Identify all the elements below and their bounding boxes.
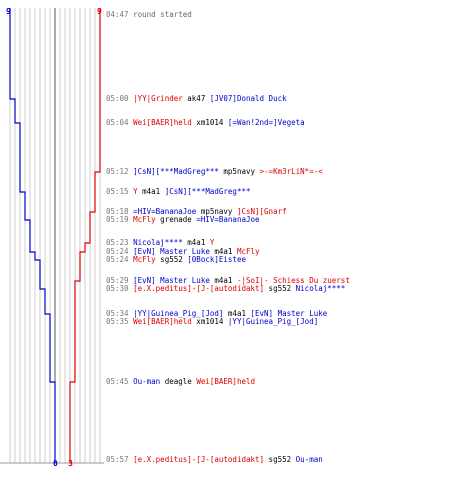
event-weapon: xm1014 — [191, 317, 228, 326]
player-name: -|SoI|- Schiess Du zuerst — [236, 276, 350, 285]
player-name: round started — [133, 10, 192, 19]
event-weapon: sg552 — [264, 455, 296, 464]
event-row: 05:18 =HIV=BananaJoe mp5navy ]CsN][Gnarf — [106, 207, 287, 216]
player-name: [e.X.peditus]-[J-[autodidakt] — [133, 284, 265, 293]
player-name: =HIV=BananaJoe — [196, 215, 260, 224]
event-row: 05:12 ]CsN][***MadGreg*** mp5navy >-=Km3… — [106, 167, 323, 176]
event-weapon: m4a1 — [137, 187, 165, 196]
red-team-alive-line — [69, 8, 101, 463]
event-weapon: mp5navy — [196, 207, 237, 216]
player-name: [EvN] Master Luke — [133, 276, 210, 285]
player-name: Ou-man — [295, 455, 323, 464]
event-time: 05:19 — [106, 215, 134, 224]
event-weapon: m4a1 — [182, 238, 210, 247]
event-weapon: mp5navy — [218, 167, 260, 176]
player-name: McFly — [133, 215, 156, 224]
red-start-count: 9 — [97, 7, 102, 16]
event-row: 05:34 |YY|Guinea_Pig_[Jod] m4a1 [EvN] Ma… — [106, 309, 327, 318]
event-row: 05:23 Nicolaj**** m4a1 Y — [106, 238, 214, 247]
player-name: McFly — [133, 255, 156, 264]
event-row: 05:24 McFly sg552 [0Bock]Eistee — [106, 255, 246, 264]
player-name: Wei[BAER]held — [133, 317, 192, 326]
player-name: Wei[BAER]held — [133, 118, 192, 127]
round-timeline-graph — [0, 8, 104, 464]
event-time: 05:24 — [106, 255, 134, 264]
event-time: 05:04 — [106, 118, 134, 127]
red-end-count: 3 — [68, 459, 73, 468]
blue-team-alive-line — [9, 8, 56, 463]
event-row: 05:35 Wei[BAER]held xm1014 |YY|Guinea_Pi… — [106, 317, 318, 326]
grid-lines — [9, 8, 101, 463]
event-time: 05:18 — [106, 207, 134, 216]
event-time: 05:12 — [106, 167, 134, 176]
player-name: [JV07]Donald Duck — [209, 94, 287, 103]
event-weapon: grenade — [155, 215, 197, 224]
event-weapon: deagle — [160, 377, 197, 386]
event-row: 05:30 [e.X.peditus]-[J-[autodidakt] sg55… — [106, 284, 345, 293]
event-row: 05:19 McFly grenade =HIV=BananaJoe — [106, 215, 260, 224]
blue-end-count: 0 — [53, 459, 58, 468]
player-name: |YY|Grinder — [133, 94, 183, 103]
event-weapon: m4a1 — [223, 309, 251, 318]
event-weapon: xm1014 — [191, 118, 228, 127]
player-name: [EvN] Master Luke — [133, 247, 210, 256]
event-row: 05:04 Wei[BAER]held xm1014 [=Wan!2nd=]Ve… — [106, 118, 305, 127]
event-row: 05:24 [EvN] Master Luke m4a1 McFly — [106, 247, 260, 256]
event-row: 04:47 round started — [106, 10, 192, 19]
event-time: 05:00 — [106, 94, 134, 103]
event-row: 05:45 Ou-man deagle Wei[BAER]held — [106, 377, 255, 386]
event-weapon: m4a1 — [209, 247, 237, 256]
player-name: [EvN] Master Luke — [250, 309, 328, 318]
event-time: 05:15 — [106, 187, 134, 196]
player-name: [e.X.peditus]-[J-[autodidakt] — [133, 455, 265, 464]
event-time: 05:35 — [106, 317, 134, 326]
event-time: 05:29 — [106, 276, 134, 285]
event-row: 05:29 [EvN] Master Luke m4a1 -|SoI|- Sch… — [106, 276, 350, 285]
player-name: ]CsN][***MadGreg*** — [133, 167, 219, 176]
event-time: 05:24 — [106, 247, 134, 256]
player-name: [=Wan!2nd=]Vegeta — [227, 118, 305, 127]
event-weapon: sg552 — [264, 284, 296, 293]
player-name: |YY|Guinea_Pig_[Jod] — [227, 317, 319, 326]
blue-start-count: 9 — [6, 7, 11, 16]
event-weapon: m4a1 — [209, 276, 237, 285]
player-name: |YY|Guinea_Pig_[Jod] — [133, 309, 224, 318]
player-name: Y — [209, 238, 215, 247]
event-row: 05:15 Y m4a1 ]CsN][***MadGreg*** — [106, 187, 251, 196]
event-weapon: sg552 — [155, 255, 188, 264]
player-name: Nicolaj**** — [295, 284, 346, 293]
player-name: [0Bock]Eistee — [187, 255, 246, 264]
player-name: Wei[BAER]held — [196, 377, 256, 386]
event-row: 05:00 |YY|Grinder ak47 [JV07]Donald Duck — [106, 94, 287, 103]
player-name: Ou-man — [133, 377, 161, 386]
player-name: >-=Km3rLiN*=-< — [259, 167, 323, 176]
event-time: 05:34 — [106, 309, 134, 318]
player-name: ]CsN][***MadGreg*** — [164, 187, 251, 196]
event-time: 05:45 — [106, 377, 134, 386]
event-row: 05:57 [e.X.peditus]-[J-[autodidakt] sg55… — [106, 455, 323, 464]
player-name: =HIV=BananaJoe — [133, 207, 197, 216]
player-name: Y — [133, 187, 138, 196]
event-time: 04:47 — [106, 10, 134, 19]
event-time: 05:30 — [106, 284, 134, 293]
event-time: 05:57 — [106, 455, 134, 464]
player-name: ]CsN][Gnarf — [236, 207, 287, 216]
event-weapon: ak47 — [182, 94, 210, 103]
player-name: McFly — [236, 247, 260, 256]
event-time: 05:23 — [106, 238, 134, 247]
player-name: Nicolaj**** — [133, 238, 183, 247]
